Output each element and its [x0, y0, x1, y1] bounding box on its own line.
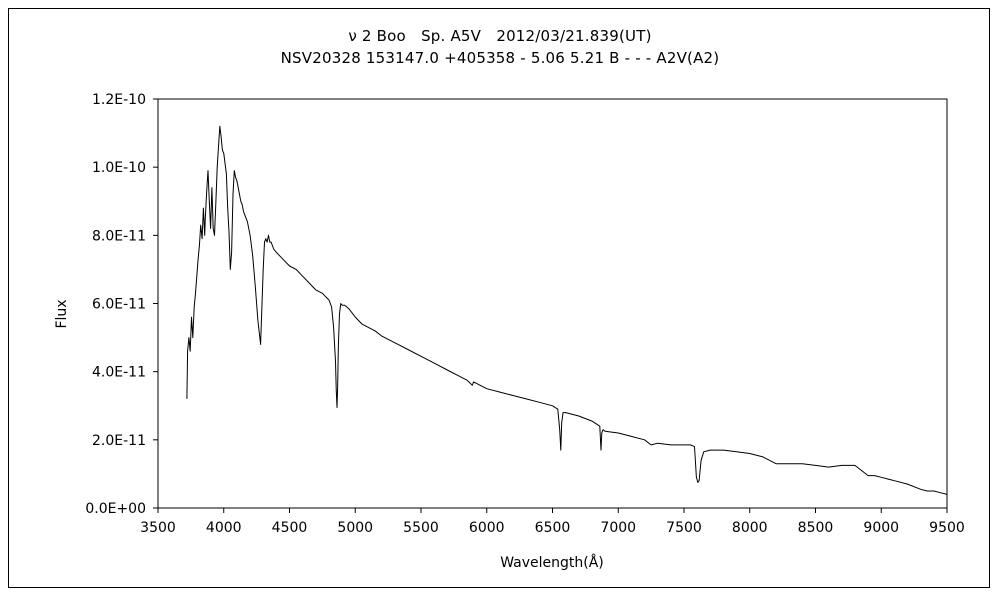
- chart-frame: [8, 8, 990, 588]
- x-tick-label: 7500: [666, 520, 702, 536]
- y-axis: 0.0E+00 2.0E-11 4.0E-11 6.0E-11 8.0E-11 1.0E-…: [85, 92, 158, 517]
- x-tick-label: 6000: [469, 520, 505, 536]
- x-tick-label: 8000: [732, 520, 768, 536]
- x-tick-label: 9500: [929, 520, 965, 536]
- x-tick-label: 8500: [798, 520, 834, 536]
- chart-title: ν 2 Boo Sp. A5V 2012/03/21.839(UT): [348, 27, 652, 45]
- x-tick-label: 6500: [535, 520, 571, 536]
- y-axis-label: Flux: [54, 299, 70, 328]
- x-tick-label: 7000: [600, 520, 636, 536]
- y-tick-label: 6.0E-11: [92, 297, 146, 313]
- y-tick-label: 2.0E-11: [92, 433, 146, 449]
- y-tick-label: 1.0E-10: [92, 160, 146, 176]
- y-tick-label: 1.2E-10: [92, 92, 146, 108]
- x-axis: 3500 4000 4500 5000 5500 6000 6500 7000 7500 8000…: [140, 508, 965, 536]
- plot-area: [157, 98, 948, 509]
- x-tick-label: 3500: [140, 520, 176, 536]
- x-tick-label: 5500: [403, 520, 439, 536]
- x-tick-label: 5000: [337, 520, 373, 536]
- x-axis-label: Wavelength(Å): [500, 554, 604, 571]
- spectrum-line: [186, 125, 948, 495]
- x-tick-label: 9000: [863, 520, 899, 536]
- x-tick-label: 4500: [272, 520, 308, 536]
- y-tick-label: 4.0E-11: [92, 365, 146, 381]
- chart-subtitle: NSV20328 153147.0 +405358 - 5.06 5.21 B …: [280, 49, 720, 67]
- y-tick-label: 0.0E+00: [85, 501, 146, 517]
- y-tick-label: 8.0E-11: [92, 228, 146, 244]
- x-tick-label: 4000: [206, 520, 242, 536]
